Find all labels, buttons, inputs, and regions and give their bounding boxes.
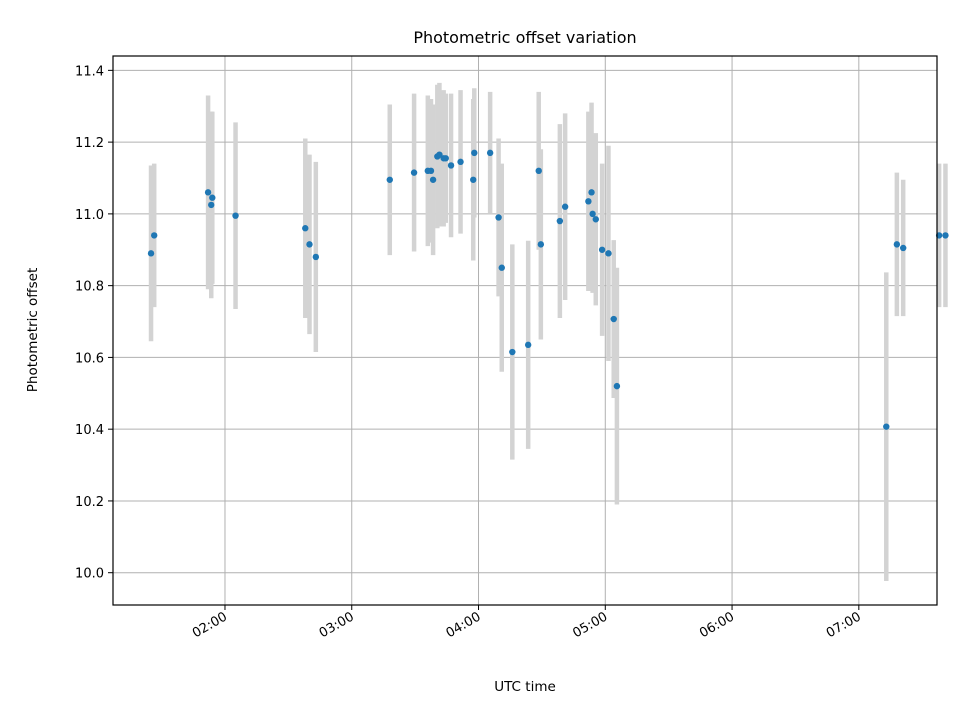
data-point <box>427 167 435 175</box>
axes: 02:00 03:00 04:00 05:00 06:00 07:00 10.0 10.2 10… <box>75 64 864 641</box>
data-point <box>613 382 621 390</box>
x-tick-label: 03:00 <box>317 609 357 641</box>
data-point <box>306 241 313 248</box>
data-point <box>537 241 545 248</box>
data-point <box>232 212 239 219</box>
data-point <box>883 423 890 430</box>
data-point <box>486 149 494 157</box>
data-point <box>436 151 443 158</box>
data-point <box>942 232 949 239</box>
data-point <box>429 176 437 183</box>
y-tick-label: 10.4 <box>75 423 104 438</box>
data-point <box>208 201 215 209</box>
chart-title: Photometric offset variation <box>413 28 636 47</box>
data-point <box>588 189 595 196</box>
x-tick-label: 04:00 <box>444 609 484 641</box>
x-tick-label: 07:00 <box>824 609 864 641</box>
data-point <box>899 244 907 252</box>
data-point <box>442 155 449 162</box>
plot-frame <box>112 55 938 606</box>
data-point <box>147 250 155 257</box>
data-point <box>592 216 599 223</box>
data-point <box>561 203 569 210</box>
data-point <box>204 189 212 196</box>
error-bars <box>148 82 948 581</box>
data-point <box>209 194 216 201</box>
data-point <box>589 210 596 218</box>
y-tick-label: 10.2 <box>75 495 104 510</box>
data-point <box>495 214 502 221</box>
data-point <box>893 241 901 248</box>
data-point <box>598 246 606 253</box>
x-tick-label: 06:00 <box>697 609 737 641</box>
data-point <box>509 348 516 356</box>
data-point <box>524 341 532 349</box>
data-point <box>447 162 455 169</box>
data-point <box>151 232 158 239</box>
y-tick-label: 10.0 <box>75 567 104 582</box>
y-tick-label: 10.6 <box>75 351 104 366</box>
data-point <box>386 176 393 183</box>
x-tick-label: 02:00 <box>190 609 230 641</box>
y-tick-label: 11.4 <box>75 64 104 79</box>
data-point <box>410 169 418 176</box>
data-point <box>498 264 505 271</box>
grid <box>113 56 937 605</box>
data-point <box>556 217 564 225</box>
data-point <box>470 176 477 183</box>
data-point <box>302 225 309 232</box>
data-point <box>610 315 617 323</box>
x-tick-label: 05:00 <box>570 609 610 641</box>
y-tick-label: 11.0 <box>75 208 104 223</box>
y-axis-label: Photometric offset <box>25 268 41 392</box>
data-points <box>147 149 949 430</box>
data-point <box>535 167 542 175</box>
y-tick-label: 10.8 <box>75 280 104 295</box>
data-point <box>585 198 592 205</box>
data-point <box>605 250 612 257</box>
y-tick-label: 11.2 <box>75 136 104 151</box>
x-axis-label: UTC time <box>494 679 556 695</box>
data-point <box>312 253 320 261</box>
data-point <box>457 158 464 166</box>
data-point <box>471 149 478 157</box>
